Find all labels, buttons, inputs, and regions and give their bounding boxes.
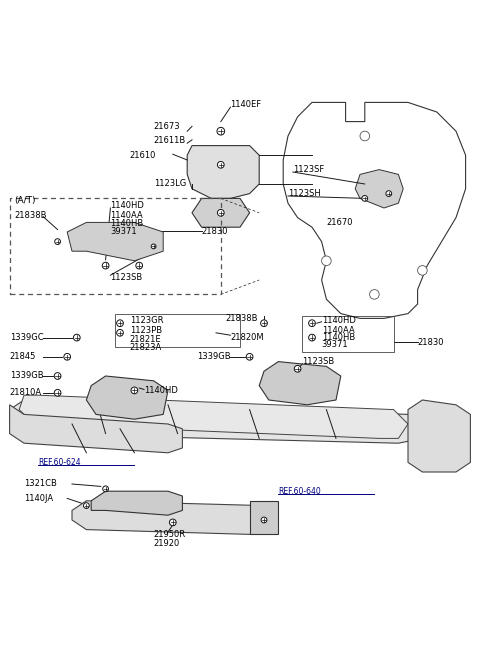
- Polygon shape: [67, 222, 163, 261]
- Circle shape: [151, 244, 156, 249]
- Circle shape: [103, 486, 108, 492]
- Polygon shape: [86, 376, 168, 419]
- Circle shape: [217, 161, 224, 168]
- Text: 39371: 39371: [322, 340, 348, 349]
- Text: 21845: 21845: [10, 352, 36, 361]
- Text: 1339GC: 1339GC: [10, 333, 43, 342]
- Circle shape: [362, 195, 368, 201]
- Text: 21670: 21670: [326, 218, 353, 227]
- Polygon shape: [259, 361, 341, 405]
- Text: 21810A: 21810A: [10, 388, 42, 398]
- Circle shape: [309, 335, 315, 341]
- Circle shape: [169, 519, 176, 525]
- Circle shape: [84, 502, 89, 508]
- Text: 21950R: 21950R: [154, 530, 186, 539]
- Circle shape: [370, 289, 379, 299]
- Text: 1339GB: 1339GB: [197, 352, 230, 361]
- Text: 1140HB: 1140HB: [322, 333, 355, 342]
- Circle shape: [64, 354, 71, 360]
- Polygon shape: [91, 491, 182, 515]
- Text: 21830: 21830: [418, 338, 444, 347]
- Text: REF.60-640: REF.60-640: [278, 487, 321, 496]
- Text: 1140HD: 1140HD: [322, 316, 356, 325]
- Text: 1321CB: 1321CB: [24, 480, 57, 489]
- Circle shape: [261, 517, 267, 523]
- Circle shape: [418, 266, 427, 276]
- Text: REF.60-624: REF.60-624: [38, 458, 81, 467]
- Circle shape: [54, 373, 61, 379]
- Polygon shape: [187, 146, 259, 198]
- Text: 21820M: 21820M: [230, 333, 264, 342]
- Text: 1123LG: 1123LG: [154, 180, 186, 188]
- Text: 21611B: 21611B: [154, 136, 186, 145]
- Circle shape: [360, 131, 370, 141]
- Text: 1123SF: 1123SF: [293, 165, 324, 174]
- Text: 1140HD: 1140HD: [144, 386, 178, 395]
- Circle shape: [117, 320, 123, 327]
- Text: 21823A: 21823A: [130, 342, 162, 352]
- Text: 21610: 21610: [130, 151, 156, 159]
- Circle shape: [131, 387, 138, 394]
- Polygon shape: [10, 400, 432, 443]
- Text: 1140JA: 1140JA: [24, 494, 53, 503]
- Text: 1123PB: 1123PB: [130, 326, 162, 335]
- Polygon shape: [283, 102, 466, 318]
- Text: 1140EF: 1140EF: [230, 100, 262, 110]
- Polygon shape: [19, 395, 408, 438]
- Circle shape: [136, 262, 143, 269]
- Text: 21920: 21920: [154, 539, 180, 548]
- Circle shape: [73, 335, 80, 341]
- Text: 21838B: 21838B: [226, 314, 258, 323]
- Circle shape: [217, 127, 225, 135]
- Text: 1140HD: 1140HD: [110, 201, 144, 210]
- Circle shape: [102, 262, 109, 269]
- Text: 39371: 39371: [110, 226, 137, 236]
- Text: 1339GB: 1339GB: [10, 371, 43, 380]
- Circle shape: [54, 390, 61, 396]
- Circle shape: [386, 191, 392, 197]
- Circle shape: [246, 354, 253, 360]
- Polygon shape: [355, 170, 403, 208]
- Circle shape: [322, 256, 331, 266]
- Circle shape: [55, 239, 60, 245]
- Text: 21830: 21830: [202, 226, 228, 236]
- Text: 1140AA: 1140AA: [322, 326, 354, 335]
- Polygon shape: [10, 405, 182, 453]
- Circle shape: [217, 209, 224, 216]
- Circle shape: [294, 365, 301, 372]
- Text: 1140HB: 1140HB: [110, 219, 144, 228]
- Text: 1123SB: 1123SB: [110, 273, 143, 282]
- Text: 1123GR: 1123GR: [130, 316, 163, 325]
- Polygon shape: [72, 501, 278, 535]
- Circle shape: [117, 329, 123, 336]
- Text: 1140AA: 1140AA: [110, 211, 143, 220]
- Text: 1123SH: 1123SH: [288, 189, 321, 198]
- Circle shape: [309, 320, 315, 327]
- Text: 1123SB: 1123SB: [302, 357, 335, 366]
- Circle shape: [261, 320, 267, 327]
- Text: 21821E: 21821E: [130, 335, 161, 344]
- Polygon shape: [192, 198, 250, 227]
- Text: 21838B: 21838B: [14, 211, 47, 220]
- Polygon shape: [408, 400, 470, 472]
- Text: (A/T): (A/T): [14, 196, 36, 205]
- Polygon shape: [250, 501, 278, 535]
- Text: 21673: 21673: [154, 122, 180, 131]
